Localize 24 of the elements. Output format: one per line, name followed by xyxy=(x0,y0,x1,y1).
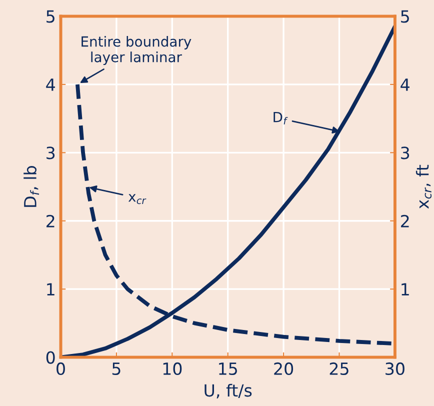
x-tick-label: 20 xyxy=(274,362,294,376)
y-tick-label: 5 xyxy=(46,10,54,23)
y-tick-label: 4 xyxy=(46,78,55,91)
y-axis-title: D$_{f}$, lb xyxy=(24,166,40,207)
annotation: Entire boundary layer laminar xyxy=(82,36,192,66)
annotation: D$_{f}$ xyxy=(274,112,288,124)
y2-tick-label: 2 xyxy=(401,214,409,228)
x-tick-label: 25 xyxy=(330,362,348,376)
x-tick-label: 15 xyxy=(219,362,237,376)
y-tick-label: 2 xyxy=(46,214,54,228)
x-tick-label: 5 xyxy=(112,362,120,376)
y-tick-label: 0 xyxy=(46,351,55,364)
x-tick-label: 30 xyxy=(386,362,404,376)
x-tick-label: 0 xyxy=(56,362,65,376)
y-tick-label: 3 xyxy=(46,146,55,160)
y2-tick-label: 5 xyxy=(401,10,409,23)
y2-tick-label: 4 xyxy=(400,78,410,91)
y-tick-label: 1 xyxy=(47,283,54,296)
annotation: x$_{cr}$ xyxy=(128,194,146,204)
y2-tick-label: 3 xyxy=(401,146,410,160)
x-tick-label: 10 xyxy=(163,362,182,376)
y2-axis-title: x$_{cr}$, ft xyxy=(416,164,432,209)
y2-tick-label: 1 xyxy=(402,283,409,296)
x-axis-title: U, ft/s xyxy=(204,384,252,398)
